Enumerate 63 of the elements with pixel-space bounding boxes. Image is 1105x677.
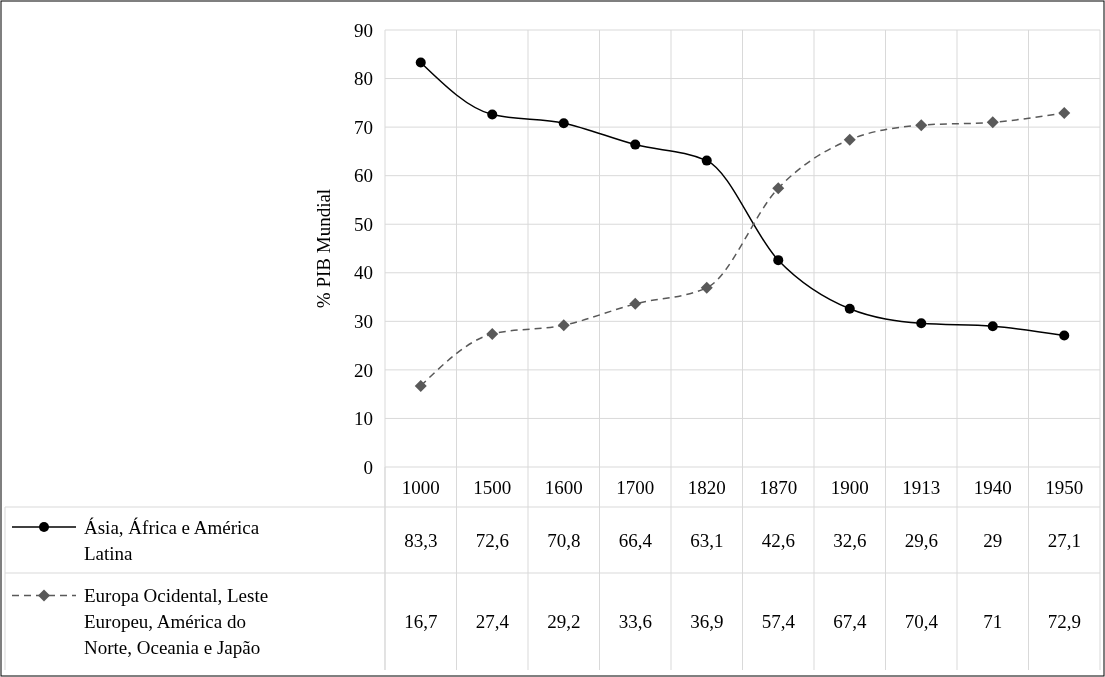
point [701,155,712,166]
y-tick-label: 50 [354,213,373,235]
data-label: 27,1 [1047,529,1081,551]
y-tick-label: 80 [354,68,373,90]
point [700,281,713,294]
data-label: 70,8 [547,529,581,551]
point [1059,330,1070,341]
x-tick-label: 1000 [401,476,440,498]
point [986,116,999,129]
y-tick-label: 20 [354,359,373,381]
legend-label: Europa Ocidental, Leste Europeu, América do Norte, Oceania e Japão [84,585,269,659]
data-label: 83,3 [404,529,438,551]
data-label: 33,6 [618,611,652,633]
point [843,133,856,146]
point [630,139,641,150]
x-tick-label: 1820 [687,476,726,498]
x-tick-label: 1900 [830,476,869,498]
y-axis-title: % PIB Mundial [313,188,334,309]
x-tick-label: 1700 [616,476,655,498]
x-tick-label: 1950 [1045,476,1084,498]
x-tick-label: 1940 [973,476,1012,498]
point [1058,107,1071,120]
point [916,318,927,329]
data-label: 29,6 [904,529,938,551]
point [844,303,855,314]
data-label: 16,7 [404,611,438,633]
point [987,321,998,332]
point [773,255,784,266]
point [558,118,569,129]
data-label: 29,2 [547,611,581,633]
data-label: 63,1 [690,529,724,551]
data-label: 42,6 [761,529,795,551]
point [487,109,498,120]
x-tick-label: 1913 [902,476,941,498]
data-label: 70,4 [904,611,939,633]
x-tick-label: 1870 [759,476,798,498]
data-label: 67,4 [833,611,867,633]
x-tick-label: 1500 [473,476,512,498]
point [415,57,426,68]
y-tick-label: 60 [354,165,373,187]
point [486,327,499,340]
y-tick-label: 70 [354,116,373,138]
point [915,119,928,132]
point [414,379,427,392]
y-tick-label: 90 [354,19,373,41]
data-label: 36,9 [690,611,724,633]
x-tick-label: 1600 [544,476,583,498]
y-tick-label: 0 [363,456,373,478]
data-label: 72,9 [1047,611,1081,633]
data-label: 66,4 [618,529,653,551]
data-label: 27,4 [475,611,510,633]
y-tick-label: 30 [354,310,373,332]
legend-label: Ásia, África e América Latina [84,516,260,564]
point [557,319,570,332]
point [772,182,785,195]
y-tick-label: 40 [354,262,373,284]
data-label: 71 [983,611,1003,633]
point [629,297,642,310]
data-label: 57,4 [761,611,796,633]
data-label: 29 [983,529,1003,551]
data-label: 32,6 [833,529,867,551]
y-tick-label: 10 [354,408,373,430]
data-label: 72,6 [475,529,509,551]
